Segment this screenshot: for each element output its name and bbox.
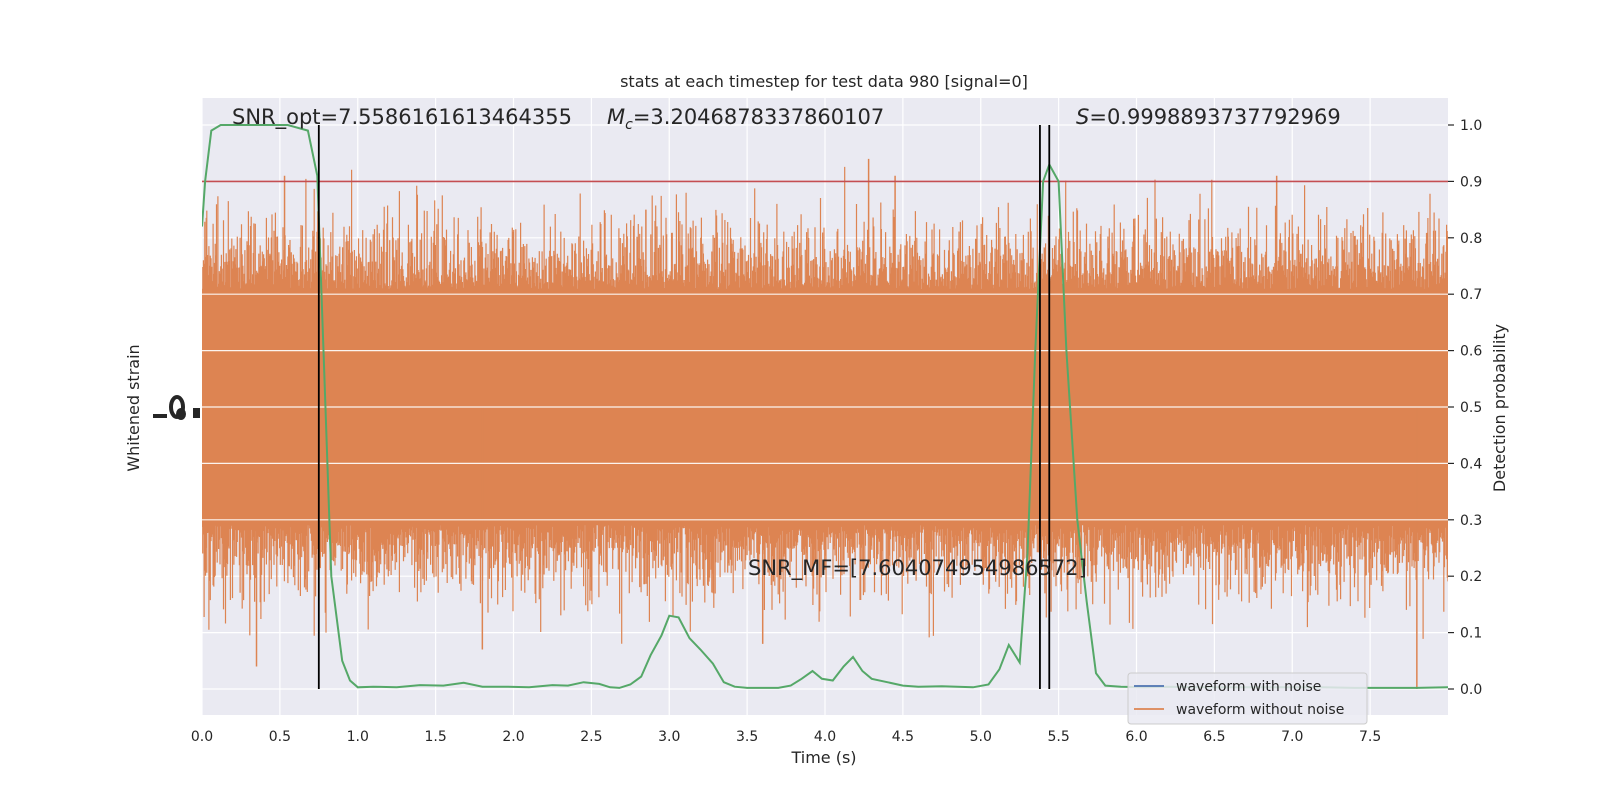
snr-opt-annotation: SNR_opt=7.5586161613464355 <box>232 105 572 130</box>
probability-series-layer <box>202 124 1448 689</box>
x-tick-label: 4.5 <box>892 729 914 745</box>
vertical-lines-layer <box>317 125 1051 689</box>
legend-box <box>1127 672 1368 725</box>
legend-label-without-noise: waveform without noise <box>1176 702 1344 718</box>
y-tick-label: 1.0 <box>1460 118 1482 134</box>
y-tick-label: 0.4 <box>1460 456 1482 472</box>
s-value: =0.9998893737792969 <box>1089 105 1340 129</box>
s-symbol: S <box>1076 105 1089 129</box>
y-axis-label-right: Detection probability <box>1490 324 1509 492</box>
y-tick-label: 0.7 <box>1460 287 1482 303</box>
chirp-mass-annotation: Mc=3.2046878337860107 <box>607 105 884 133</box>
x-tick-label: 5.5 <box>1047 729 1069 745</box>
x-tick-label: 3.5 <box>736 729 758 745</box>
y-tick-label: 0.2 <box>1460 569 1482 585</box>
y-tick-label: 0.0 <box>1460 682 1482 698</box>
x-tick-label: 0.5 <box>269 729 291 745</box>
snr-mf-annotation: SNR_MF=[7.604074954986572] <box>748 556 1087 581</box>
x-axis-ticks: 0.0 0.5 1.0 1.5 2.0 2.5 3.0 3.5 4.0 4.5 5.0 5.5 6.0 6… <box>191 729 1381 745</box>
x-tick-label: 6.5 <box>1203 729 1225 745</box>
legend-label-with-noise: waveform with noise <box>1176 679 1321 695</box>
chirp-mass-symbol: M <box>607 105 625 129</box>
x-tick-label: 0.0 <box>191 729 213 745</box>
strain-series-layer <box>202 158 1448 689</box>
y-axis-label-left: Whitened strain <box>124 344 143 471</box>
legend: waveform with noise waveform without noi… <box>1127 672 1368 725</box>
y-tick-label: 0.3 <box>1460 513 1482 529</box>
x-tick-label: 5.0 <box>970 729 992 745</box>
x-tick-label: 2.0 <box>502 729 524 745</box>
x-tick-label: 4.0 <box>814 729 836 745</box>
y-tick-label: 0.1 <box>1460 626 1482 642</box>
x-tick-label: 7.5 <box>1359 729 1381 745</box>
y-tick-label: 0.6 <box>1460 344 1482 360</box>
x-axis-label: Time (s) <box>790 748 856 767</box>
detection-probability-line <box>202 124 1448 689</box>
chirp-mass-value: =3.2046878337860107 <box>633 105 884 129</box>
x-tick-label: 6.0 <box>1125 729 1147 745</box>
left-axis-overlapped-ticks <box>153 395 200 420</box>
x-tick-label: 3.0 <box>658 729 680 745</box>
y-axis-ticks-right: 0.0 0.1 0.2 0.3 0.4 0.5 0.6 0.7 0.8 0.9 1.0 <box>1448 118 1482 698</box>
y-tick-label: 0.5 <box>1460 400 1482 416</box>
x-tick-label: 2.5 <box>580 729 602 745</box>
s-annotation: S=0.9998893737792969 <box>1076 105 1341 129</box>
y-tick-label: 0.9 <box>1460 174 1482 190</box>
x-tick-label: 7.0 <box>1281 729 1303 745</box>
x-tick-label: 1.5 <box>424 729 446 745</box>
chart-title: stats at each timestep for test data 980… <box>620 72 1028 91</box>
x-tick-label: 1.0 <box>347 729 369 745</box>
y-tick-label: 0.8 <box>1460 231 1482 247</box>
chirp-mass-subscript: c <box>625 117 633 133</box>
